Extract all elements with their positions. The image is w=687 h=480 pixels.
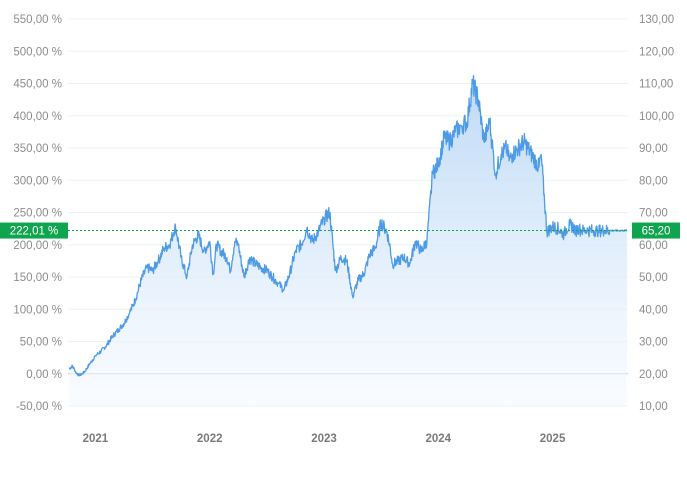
y-left-tick-label: 50,00 % — [20, 337, 62, 349]
y-right-tick-label: 130,00 — [639, 14, 674, 26]
x-tick-label: 2024 — [425, 433, 451, 445]
current-percent-label: 222,01 % — [10, 226, 59, 238]
current-price-label: 65,20 — [642, 226, 671, 238]
right-axis: 130,00 120,00 110,00 100,00 90,00 80,00 70,00 6… — [639, 14, 674, 413]
x-tick-label: 2022 — [197, 433, 223, 445]
y-left-tick-label: 300,00 % — [13, 175, 62, 187]
y-left-tick-label: 0,00 % — [26, 369, 62, 381]
current-percent-badge — [0, 222, 68, 239]
y-left-tick-label: 500,00 % — [13, 46, 62, 58]
y-right-tick-label: 80,00 — [639, 175, 668, 187]
price-line — [68, 74, 628, 377]
left-axis: 550,00 % 500,00 % 450,00 % 400,00 % 350,00 %… — [13, 14, 62, 413]
y-right-tick-label: 10,00 — [639, 401, 668, 413]
y-left-tick-label: 200,00 % — [13, 240, 62, 252]
y-left-tick-label: 250,00 % — [13, 208, 62, 220]
x-tick-label: 2023 — [311, 433, 337, 445]
y-right-tick-label: 40,00 — [639, 304, 668, 316]
y-left-tick-label: -50,00 % — [16, 401, 62, 413]
x-axis: 2021 2022 2023 2024 2025 — [83, 433, 566, 445]
current-price-badge — [632, 222, 680, 239]
y-right-tick-label: 60,00 — [639, 240, 668, 252]
y-right-tick-label: 120,00 — [639, 46, 674, 58]
y-right-tick-label: 90,00 — [639, 143, 668, 155]
x-tick-label: 2025 — [540, 433, 566, 445]
y-left-tick-label: 450,00 % — [13, 79, 62, 91]
y-left-tick-label: 100,00 % — [13, 304, 62, 316]
value-badges: 222,01 % 65,20 — [0, 222, 680, 239]
y-right-tick-label: 30,00 — [639, 337, 668, 349]
price-area-fill — [69, 75, 627, 406]
y-right-tick-label: 70,00 — [639, 208, 668, 220]
area-layer — [68, 74, 628, 406]
x-tick-label: 2021 — [83, 433, 109, 445]
y-left-tick-label: 550,00 % — [13, 14, 62, 26]
y-left-tick-label: 400,00 % — [13, 111, 62, 123]
y-right-tick-label: 50,00 — [639, 272, 668, 284]
y-right-tick-label: 110,00 — [639, 79, 673, 91]
y-left-tick-label: 350,00 % — [13, 143, 62, 155]
y-right-tick-label: 20,00 — [639, 369, 668, 381]
y-right-tick-label: 100,00 — [639, 111, 674, 123]
y-left-tick-label: 150,00 % — [13, 272, 62, 284]
